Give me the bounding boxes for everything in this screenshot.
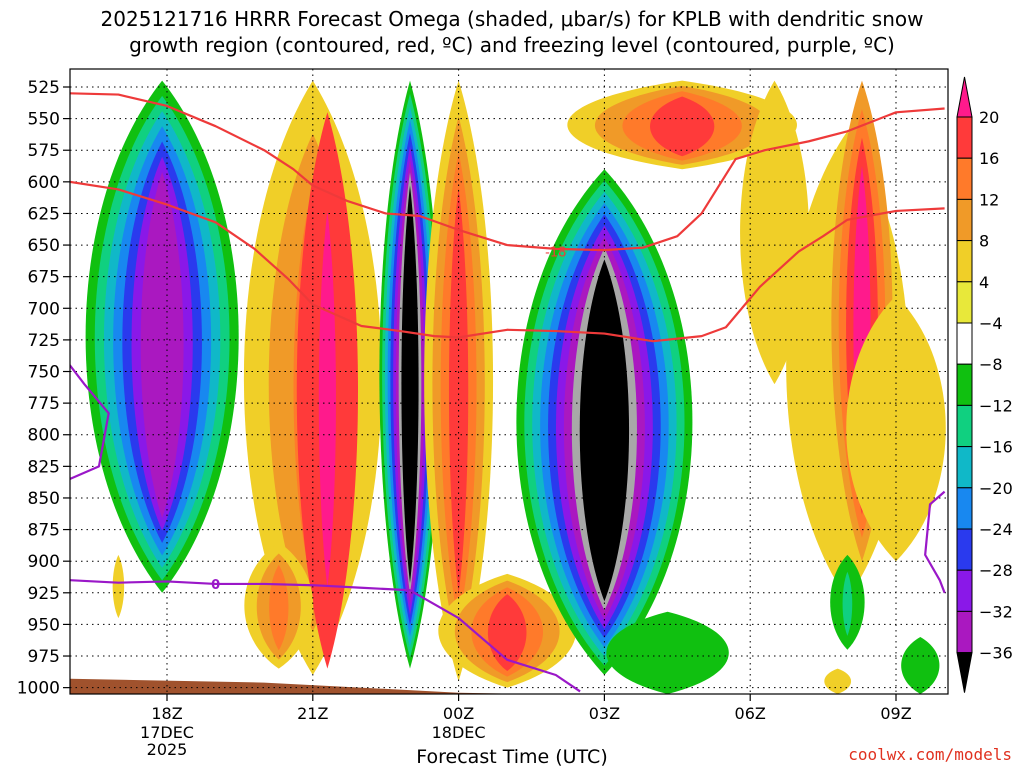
x-tick-label-03Z: 03Z [589, 704, 620, 723]
colorbar-band-11 [956, 569, 973, 612]
colorbar-band-12 [956, 610, 973, 654]
freezing-level-contour-0 [70, 364, 110, 481]
x-axis-label: Forecast Time (UTC) [416, 746, 608, 768]
colorbar-band-7 [956, 404, 973, 448]
x-tick-label-18Z: 18Z [151, 704, 182, 723]
freezing-level-contour-2 [924, 490, 946, 594]
colorbar-label-2: 12 [979, 190, 999, 209]
y-tick-label-975: 975 [28, 647, 60, 667]
colorbar-band-6 [956, 363, 973, 406]
x-tick-sublabel-2025: 2025 [147, 740, 188, 759]
colorbar-band-9 [956, 487, 973, 530]
x-tick-sublabel-18DEC: 18DEC [432, 723, 486, 742]
y-tick-label-825: 825 [28, 457, 60, 477]
colorbar-label-6: −8 [979, 355, 1003, 374]
y-tick-label-675: 675 [28, 268, 60, 288]
omega-region-8-level-8 [579, 259, 630, 602]
colorbar-label-11: −28 [979, 561, 1013, 580]
omega-region-3-level-1 [318, 211, 336, 588]
colorbar-band-4 [956, 281, 973, 324]
colorbar-label-4: 4 [979, 273, 989, 292]
colorbar-label-1: 16 [979, 149, 999, 168]
colorbar-top-arrow [956, 76, 973, 118]
y-tick-label-650: 650 [28, 236, 60, 256]
colorbar-label-10: −24 [979, 520, 1013, 539]
contour-lines: -18 0 [70, 92, 946, 693]
omega-region-10-level-0 [606, 611, 729, 694]
colorbar-label-5: −4 [979, 314, 1003, 333]
omega-region-0-level-6 [140, 171, 184, 519]
x-tick-label-00Z: 00Z [443, 704, 474, 723]
x-tick-label-06Z: 06Z [735, 704, 766, 723]
omega-region-16-level-0 [824, 668, 852, 694]
ground-surface [70, 678, 945, 694]
colorbar-band-5 [956, 322, 973, 365]
y-tick-label-750: 750 [28, 363, 60, 383]
dgz-contour-1 [70, 180, 945, 343]
y-tick-label-625: 625 [28, 204, 60, 224]
y-tick-label-600: 600 [28, 173, 60, 193]
colorbar-label-13: −36 [979, 644, 1013, 663]
y-tick-label-575: 575 [28, 141, 60, 161]
colorbar-label-9: −20 [979, 479, 1013, 498]
colorbar-band-3 [956, 240, 973, 283]
terrain-ground [70, 678, 945, 694]
colorbar-label-12: −32 [979, 602, 1013, 621]
freezing-level-label: 0 [211, 578, 220, 593]
plot-frame [69, 68, 949, 695]
colorbar-band-10 [956, 528, 973, 571]
dgz-contour-label: -18 [545, 245, 566, 260]
y-tick-label-1000: 1000 [17, 679, 60, 699]
y-tick-label-900: 900 [28, 552, 60, 572]
y-tick-label-775: 775 [28, 394, 60, 414]
omega-region-5-level-8 [401, 185, 419, 583]
omega-region-14-level-0 [846, 295, 946, 562]
colorbar-band-2 [956, 198, 973, 242]
y-tick-label-875: 875 [28, 521, 60, 541]
x-tick-label-09Z: 09Z [880, 704, 911, 723]
omega-region-6-level-3 [448, 187, 469, 594]
omega-region-4-level-2 [269, 564, 289, 651]
colorbar-label-0: 20 [979, 108, 999, 127]
omega-region-9-level-3 [650, 96, 715, 157]
grid-lines [70, 69, 948, 694]
y-tick-label-525: 525 [28, 78, 60, 98]
colorbar-bottom-arrow [956, 652, 973, 693]
freezing-level-contour-1 [70, 579, 581, 693]
chart-title-line-1: 2025121716 HRRR Forecast Omega (shaded, … [100, 7, 924, 31]
y-tick-label-550: 550 [28, 110, 60, 130]
x-tick-label-21Z: 21Z [297, 704, 328, 723]
omega-shading [85, 80, 946, 694]
colorbar-label-8: −16 [979, 438, 1013, 457]
y-tick-label-850: 850 [28, 489, 60, 509]
chart-title-line-2: growth region (contoured, red, ºC) and f… [129, 33, 895, 57]
y-tick-label-925: 925 [28, 584, 60, 604]
omega-region-15-level-1 [842, 571, 853, 636]
y-tick-label-800: 800 [28, 426, 60, 446]
site-credit: coolwx.com/models [848, 745, 1012, 764]
colorbar-label-7: −12 [979, 396, 1013, 415]
colorbar-band-8 [956, 446, 973, 489]
omega-region-17-level-0 [901, 637, 940, 694]
omega-region-1-level-0 [112, 554, 125, 619]
x-tick-sublabel-17DEC: 17DEC [140, 723, 194, 742]
colorbar-label-3: 8 [979, 232, 989, 251]
dgz-contour-0 [70, 92, 945, 252]
y-tick-label-725: 725 [28, 331, 60, 351]
y-tick-label-950: 950 [28, 615, 60, 635]
colorbar-band-1 [956, 157, 973, 200]
omega-colorbar: 20 16 12 8 4 −4 −8 −12 −16 −20 −24 −28 −32 −36 [956, 76, 1013, 693]
pressure-axis: 525 550 575 600 625 650 675 700 725 750 775 800 825 8… [17, 78, 70, 699]
y-tick-label-700: 700 [28, 299, 60, 319]
colorbar-band-0 [956, 116, 973, 159]
